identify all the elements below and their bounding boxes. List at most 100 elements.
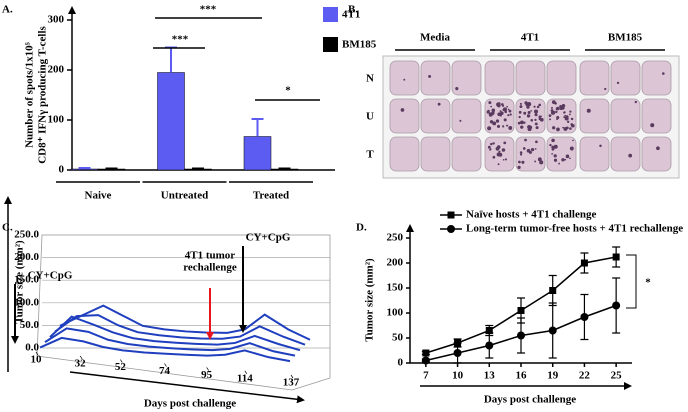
spot <box>534 113 538 117</box>
spot <box>526 114 531 118</box>
spot <box>428 74 432 78</box>
spot <box>498 150 501 153</box>
row-label: N <box>366 73 374 85</box>
x-tick-label: 22 <box>579 370 591 382</box>
spot <box>502 158 505 161</box>
spot <box>503 118 507 122</box>
spot <box>492 121 497 126</box>
spot <box>561 158 565 162</box>
well <box>641 60 672 96</box>
x-tick-label: 95 <box>201 369 213 381</box>
legend-marker <box>447 211 455 219</box>
y-tick-label: 50.0 <box>20 319 40 331</box>
panel-label: D. <box>356 222 367 234</box>
y-tick-label: 0 <box>398 357 404 369</box>
x-tick-label: 13 <box>484 370 496 382</box>
spot <box>551 106 553 109</box>
spot <box>503 141 507 145</box>
spot <box>558 162 561 165</box>
spot <box>549 143 552 147</box>
spot <box>569 127 572 130</box>
spot <box>553 154 557 158</box>
y-tick-label: 150 <box>387 282 404 294</box>
spot <box>534 148 537 150</box>
row-label: U <box>366 111 374 123</box>
y-axis-label: Tumor size (mm²) <box>364 258 376 342</box>
spot <box>616 81 620 85</box>
spot <box>559 104 563 108</box>
error-bar <box>105 167 118 170</box>
spot <box>518 115 521 119</box>
spot <box>551 147 555 151</box>
x-tick <box>244 370 248 375</box>
y-tick-label: 150.0 <box>14 274 39 286</box>
x-tick-label: Treated <box>253 190 289 202</box>
spot <box>567 120 570 123</box>
spot <box>522 147 526 150</box>
x-tick-label: 52 <box>115 361 127 373</box>
spot <box>520 120 524 125</box>
spot <box>519 151 523 154</box>
spot <box>400 108 405 112</box>
spot <box>535 126 539 130</box>
x-tick <box>206 367 209 371</box>
spot <box>525 101 528 104</box>
marker <box>580 259 588 267</box>
spot <box>506 105 508 108</box>
spot <box>497 163 500 166</box>
marker <box>453 349 462 357</box>
spot <box>459 119 462 122</box>
spot <box>565 115 569 119</box>
spot <box>550 109 554 112</box>
spot <box>518 110 522 114</box>
x-arrow <box>69 371 305 404</box>
legend-label: Naïve hosts + 4T1 challenge <box>466 209 596 221</box>
spot <box>586 108 591 113</box>
spot <box>534 122 538 126</box>
significance-label: * <box>645 277 651 289</box>
spot <box>536 105 540 109</box>
spot <box>533 109 539 114</box>
spot <box>506 124 509 127</box>
spot <box>556 127 560 132</box>
spot <box>487 145 491 149</box>
spot <box>534 160 537 163</box>
spot <box>501 103 504 106</box>
y-axis-label: Number of spots/1x10⁵ <box>24 41 36 147</box>
spot <box>570 117 573 120</box>
spot <box>455 87 459 91</box>
well <box>389 98 420 134</box>
spot <box>502 107 507 112</box>
marker <box>580 313 589 321</box>
spot <box>526 148 531 153</box>
series-line <box>49 315 301 352</box>
spot <box>551 153 553 155</box>
spot <box>488 126 491 130</box>
spot <box>538 103 542 107</box>
spot <box>569 110 572 113</box>
well <box>579 136 610 172</box>
spot <box>551 100 556 104</box>
legend-label: Long-term tumor-free hosts + 4T1 rechall… <box>466 223 683 235</box>
spot <box>488 101 492 105</box>
spot <box>491 108 496 113</box>
spot <box>509 113 512 116</box>
x-axis-label: Days post challenge <box>144 398 236 410</box>
significance-bracket <box>626 254 637 309</box>
spot <box>496 145 501 149</box>
series-line <box>54 314 306 346</box>
spot <box>604 87 607 91</box>
marker <box>548 326 557 335</box>
series-line <box>39 336 291 363</box>
spot <box>571 123 575 128</box>
well <box>389 60 420 96</box>
well <box>389 136 420 172</box>
x-tick <box>290 374 294 379</box>
marker <box>485 341 494 350</box>
spot <box>556 118 559 121</box>
spot <box>530 118 534 122</box>
panel-label: B. <box>348 4 358 16</box>
spot <box>527 125 531 129</box>
spot <box>599 144 602 148</box>
